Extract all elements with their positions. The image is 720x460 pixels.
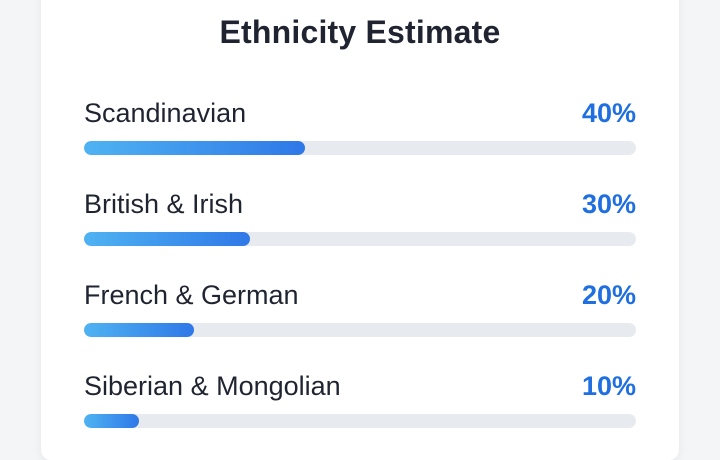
ethnicity-percent: 10% (581, 371, 636, 401)
progress-track (84, 414, 636, 428)
progress-fill (84, 323, 195, 337)
card-title: Ethnicity Estimate (219, 14, 501, 50)
ethnicity-percent: 20% (581, 280, 636, 310)
ethnicity-label: British & Irish (84, 189, 244, 219)
ethnicity-percent: 40% (581, 98, 636, 128)
ethnicity-label: French & German (84, 280, 299, 310)
progress-track (84, 323, 636, 337)
progress-track (84, 141, 636, 155)
ethnicity-label: Siberian & Mongolian (84, 371, 341, 401)
progress-fill (84, 414, 140, 428)
progress-track (84, 232, 636, 246)
ethnicity-percent: 30% (581, 189, 636, 219)
ethnicity-label: Scandinavian (84, 98, 247, 128)
ethnicity-card: Ethnicity Estimate (41, 0, 679, 460)
progress-fill (84, 141, 305, 155)
progress-fill (84, 232, 250, 246)
